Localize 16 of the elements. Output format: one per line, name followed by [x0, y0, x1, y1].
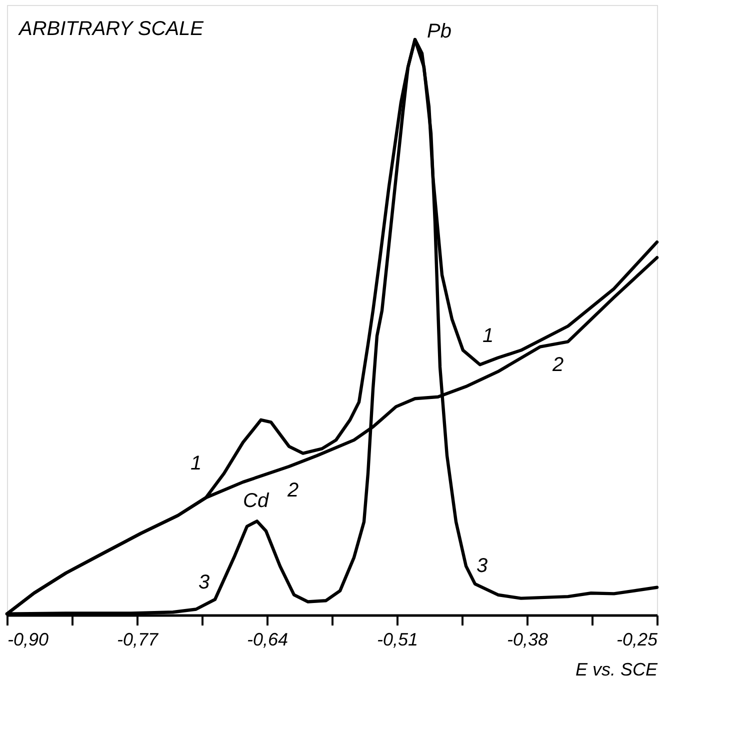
- series-label: 1: [482, 324, 494, 347]
- x-tick-label: -0,51: [376, 630, 418, 650]
- annotation: ARBITRARY SCALE: [18, 18, 204, 40]
- text: 3: [198, 571, 210, 594]
- series-label: 3: [476, 555, 488, 578]
- x-axis-title: E vs. SCE: [575, 660, 658, 680]
- x-tick-label: -0,64: [246, 630, 288, 650]
- x-tick-label: -0,25: [616, 630, 658, 650]
- annotation: Cd: [243, 490, 270, 512]
- text: 1: [190, 452, 202, 474]
- text: 2: [287, 480, 299, 502]
- series-label: 2: [551, 354, 564, 376]
- x-tick-label: -0,77: [116, 630, 159, 650]
- annotation: Pb: [427, 20, 452, 43]
- x-tick-label: -0,90: [8, 630, 49, 650]
- x-tick-label: -0,38: [506, 630, 548, 650]
